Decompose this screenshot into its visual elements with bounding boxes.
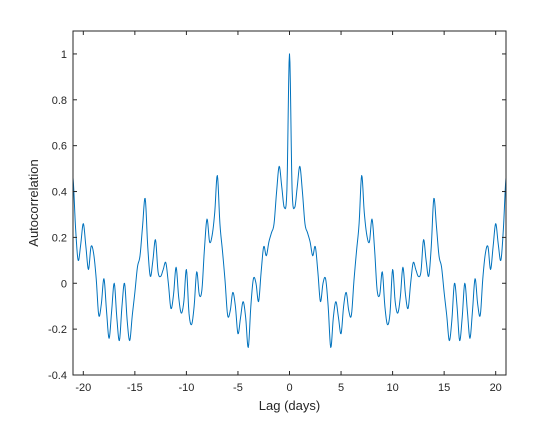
y-axis-ticks: -0.4 -0.2 0 0.2 0.4 0.6 0.8 1 xyxy=(48,49,506,382)
autocorrelation-line xyxy=(72,53,507,348)
x-tick-label: 15 xyxy=(438,382,450,394)
x-tick-label: 20 xyxy=(490,382,502,394)
y-tick-label: 0.2 xyxy=(52,232,67,244)
y-axis-label: Autocorrelation xyxy=(26,159,41,246)
y-tick-label: -0.2 xyxy=(48,324,67,336)
x-tick-label: -20 xyxy=(75,382,91,394)
x-tick-label: 0 xyxy=(286,382,292,394)
x-tick-label: -15 xyxy=(127,382,143,394)
x-tick-label: -5 xyxy=(233,382,243,394)
x-tick-label: 10 xyxy=(386,382,398,394)
y-tick-label: 0 xyxy=(61,278,67,290)
x-tick-label: 5 xyxy=(338,382,344,394)
y-tick-label: 0.8 xyxy=(52,95,67,107)
x-tick-label: -10 xyxy=(178,382,194,394)
x-axis-ticks: -20 -15 -10 -5 0 5 10 15 20 xyxy=(75,31,502,394)
plot-background xyxy=(73,31,506,375)
y-tick-label: 0.4 xyxy=(52,187,67,199)
y-tick-label: -0.4 xyxy=(48,370,67,382)
y-tick-label: 0.6 xyxy=(52,141,67,153)
x-axis-label: Lag (days) xyxy=(259,398,320,413)
y-tick-label: 1 xyxy=(61,49,67,61)
